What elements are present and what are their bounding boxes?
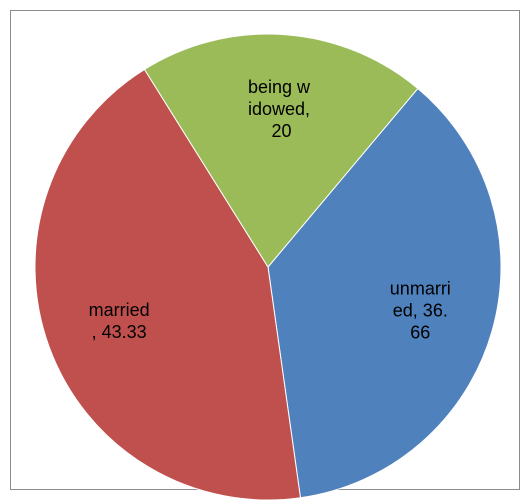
data-label-line: married [89, 300, 150, 320]
pie-slice [143, 33, 419, 268]
data-label-line: , 43.33 [92, 322, 147, 342]
data-label: being w idowed, 20 [248, 77, 311, 141]
data-label: unmarri ed, 36. 66 [390, 279, 451, 343]
data-label: married, 43.33 [89, 300, 150, 342]
pie-slice [34, 68, 302, 501]
data-label-line: idowed, [248, 99, 310, 119]
data-label-line: 66 [410, 323, 430, 343]
data-label-line: being w [248, 77, 311, 97]
data-label-line: ed, 36. [393, 301, 448, 321]
data-label-line: 20 [267, 121, 292, 141]
pie-slice [267, 87, 502, 499]
data-label-line: unmarri [390, 279, 451, 299]
